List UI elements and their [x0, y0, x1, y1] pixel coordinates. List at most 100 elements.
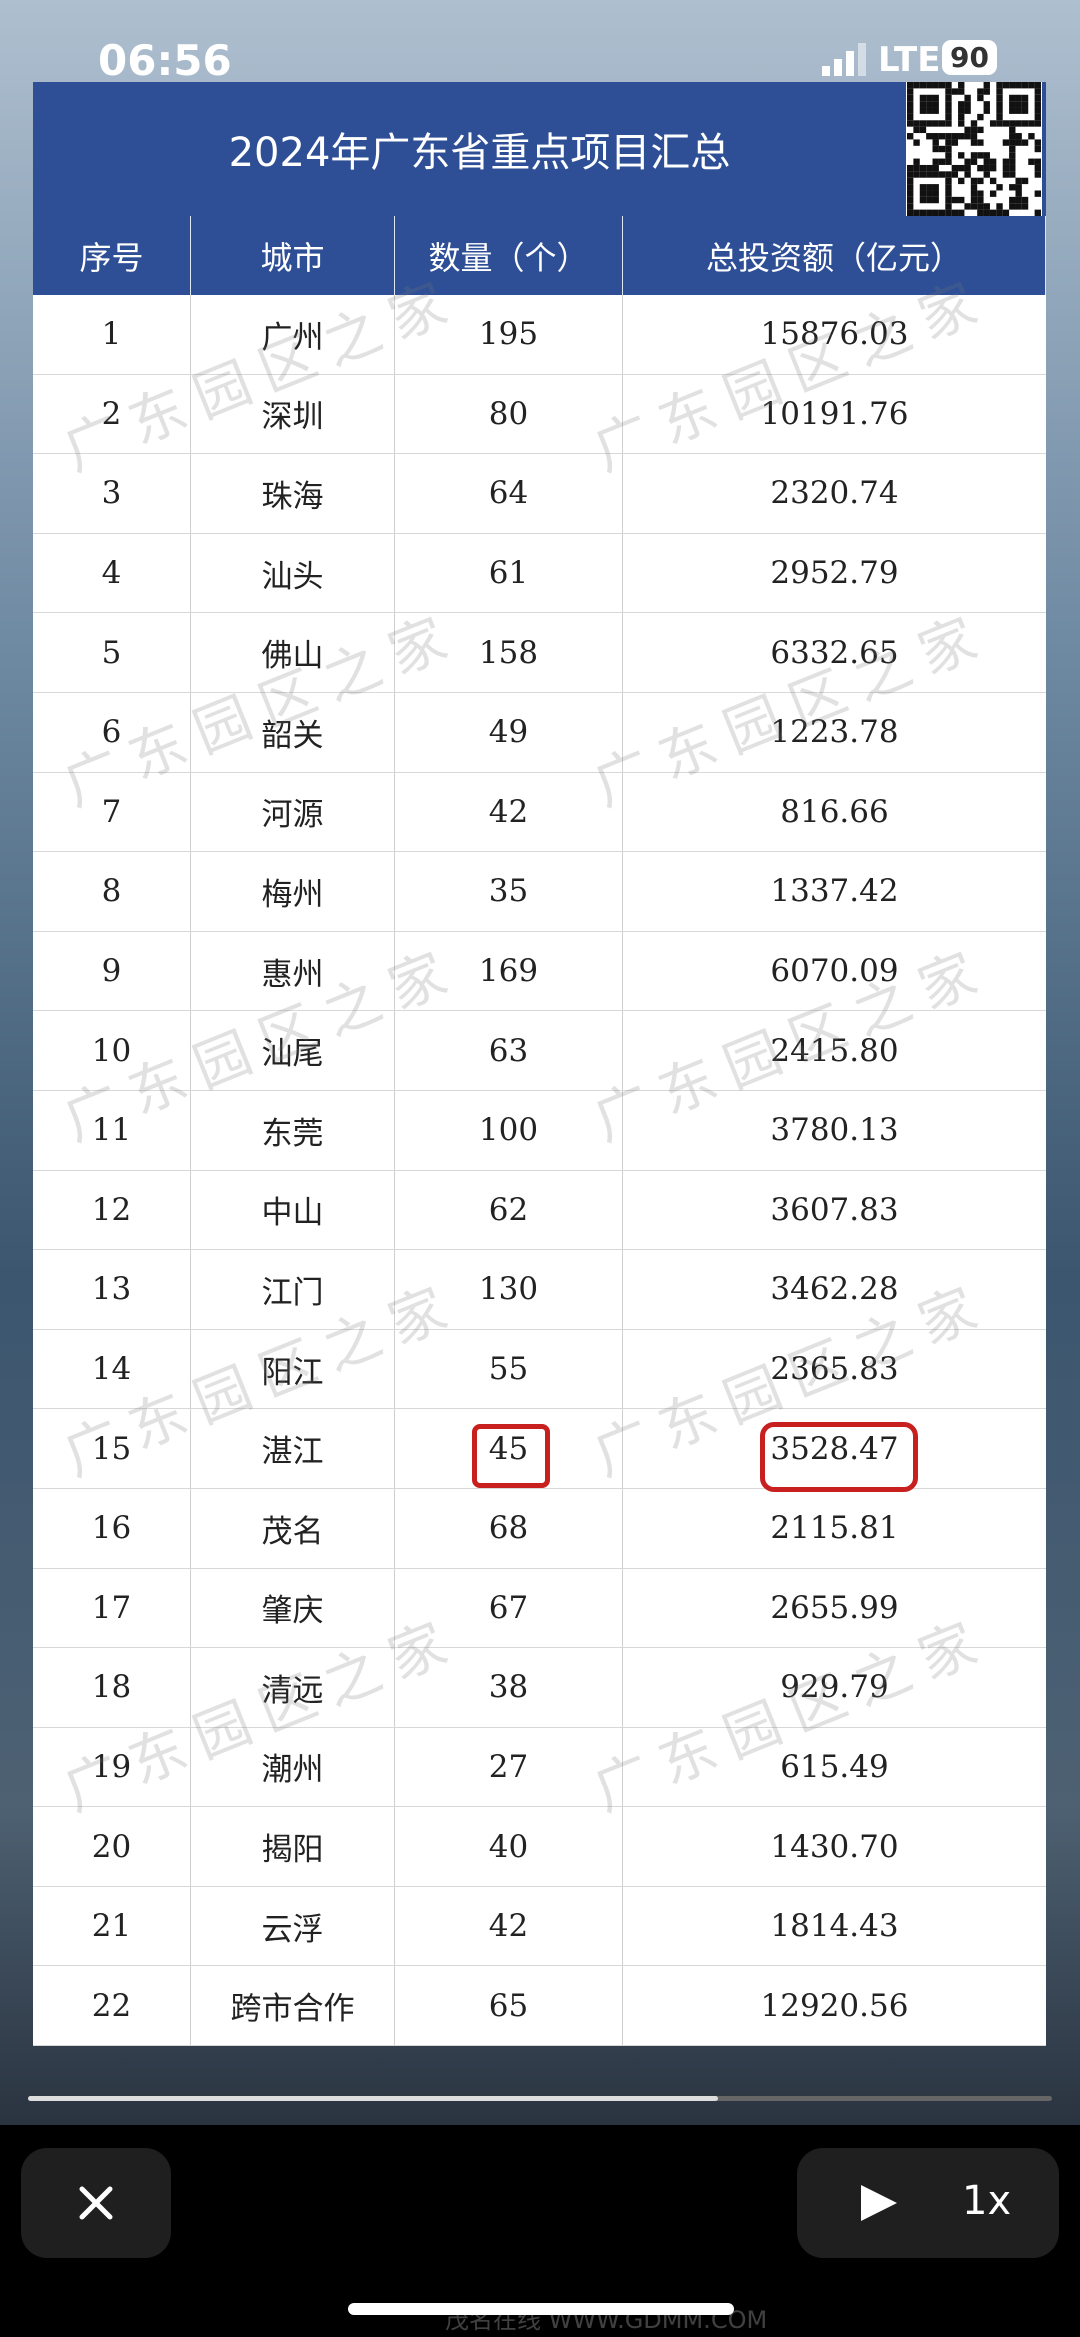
qr-module [964, 158, 971, 165]
qr-module [989, 120, 997, 127]
qr-module [958, 152, 965, 159]
qr-module [1009, 184, 1016, 191]
qr-module [907, 113, 914, 121]
table-cell: 67 [395, 1568, 623, 1648]
qr-module [1015, 133, 1022, 140]
qr-module [932, 190, 939, 197]
table-cell: 揭阳 [191, 1807, 395, 1886]
qr-module [938, 158, 946, 165]
qr-module [913, 209, 920, 216]
table-cell: 42 [395, 772, 623, 852]
table-cell: 云浮 [191, 1886, 395, 1966]
qr-module [1009, 133, 1016, 140]
qr-module [977, 164, 984, 172]
table-cell: 15876.03 [760, 316, 909, 353]
qr-module [913, 164, 920, 172]
qr-module [1015, 196, 1022, 204]
qr-module [1028, 133, 1035, 140]
qr-module [964, 126, 971, 134]
qr-module [1015, 203, 1022, 210]
table-row: 10 汕尾 63 2415.80 [33, 1011, 1046, 1091]
table-cell: 惠州 [191, 931, 395, 1011]
qr-module [951, 171, 959, 178]
qr-module [1015, 184, 1022, 191]
table-cell: 2365.83 [770, 1351, 899, 1388]
qr-module [1034, 139, 1041, 146]
qr-module [1034, 164, 1041, 172]
qr-module [919, 184, 927, 191]
qr-module [951, 88, 959, 95]
qr-module [1034, 190, 1041, 197]
table-cell: 6070.09 [770, 953, 899, 990]
table-row: 18 清远 38 929.79 [33, 1648, 1046, 1728]
qr-module [958, 113, 965, 121]
qr-module [1015, 107, 1022, 114]
table-cell: 3780.13 [770, 1112, 899, 1149]
qr-module [977, 152, 984, 159]
highlight-box [472, 1424, 550, 1488]
qr-module [907, 107, 914, 114]
table-cell: 3528.47 [770, 1430, 899, 1467]
qr-module [926, 184, 933, 191]
qr-module [919, 82, 927, 89]
table-row: 3 珠海 64 2320.74 [33, 454, 1046, 534]
qr-module [989, 158, 997, 165]
table-row: 5 佛山 158 6332.65 [33, 613, 1046, 693]
table-cell: 14 [33, 1329, 191, 1409]
home-indicator [348, 2303, 734, 2315]
qr-module [1021, 139, 1029, 146]
qr-module [932, 196, 939, 204]
table-cell: 100 [395, 1090, 623, 1170]
qr-module [1009, 196, 1016, 204]
table-cell: 10191.76 [760, 395, 909, 432]
qr-module [977, 88, 984, 95]
qr-module [1028, 120, 1035, 127]
qr-module [919, 209, 927, 216]
qr-module [932, 184, 939, 191]
qr-module [996, 209, 1003, 216]
close-button[interactable] [21, 2148, 171, 2258]
qr-module [913, 82, 920, 89]
qr-module [977, 203, 984, 210]
qr-module [907, 184, 914, 191]
qr-module [970, 126, 978, 134]
qr-module [926, 82, 933, 89]
qr-module [1009, 171, 1016, 178]
qr-module [932, 209, 939, 216]
progress-track[interactable] [28, 2096, 1052, 2101]
table-cell: 12 [33, 1170, 191, 1250]
qr-module [938, 82, 946, 89]
qr-module [983, 152, 990, 159]
progress-fill [28, 2096, 718, 2101]
qr-module [970, 196, 978, 204]
qr-module [1021, 94, 1029, 102]
table-cell: 1814.43 [770, 1908, 899, 1945]
table-cell: 6 [33, 692, 191, 772]
qr-module [945, 120, 952, 127]
highlight-box [760, 1422, 918, 1492]
qr-module [926, 164, 933, 172]
qr-module [932, 133, 939, 140]
qr-module [932, 107, 939, 114]
qr-module [1028, 82, 1035, 89]
qr-module [977, 190, 984, 197]
table-cell: 17 [33, 1568, 191, 1648]
qr-module [1002, 139, 1010, 146]
table-cell: 61 [395, 533, 623, 613]
qr-module [913, 126, 920, 134]
qr-module [1009, 152, 1016, 159]
qr-module [919, 196, 927, 204]
table-cell: 130 [395, 1250, 623, 1329]
qr-module [996, 88, 1003, 95]
table-cell: 3607.83 [770, 1191, 899, 1228]
table-cell: 阳江 [191, 1329, 395, 1409]
play-speed-button[interactable]: 1x [797, 2148, 1059, 2258]
qr-module [964, 171, 971, 178]
qr-module [1034, 145, 1041, 153]
qr-module [970, 203, 978, 210]
qr-module [1034, 94, 1041, 102]
qr-module [1015, 139, 1022, 146]
qr-module [1021, 203, 1029, 210]
table-cell: 2655.99 [770, 1589, 899, 1626]
